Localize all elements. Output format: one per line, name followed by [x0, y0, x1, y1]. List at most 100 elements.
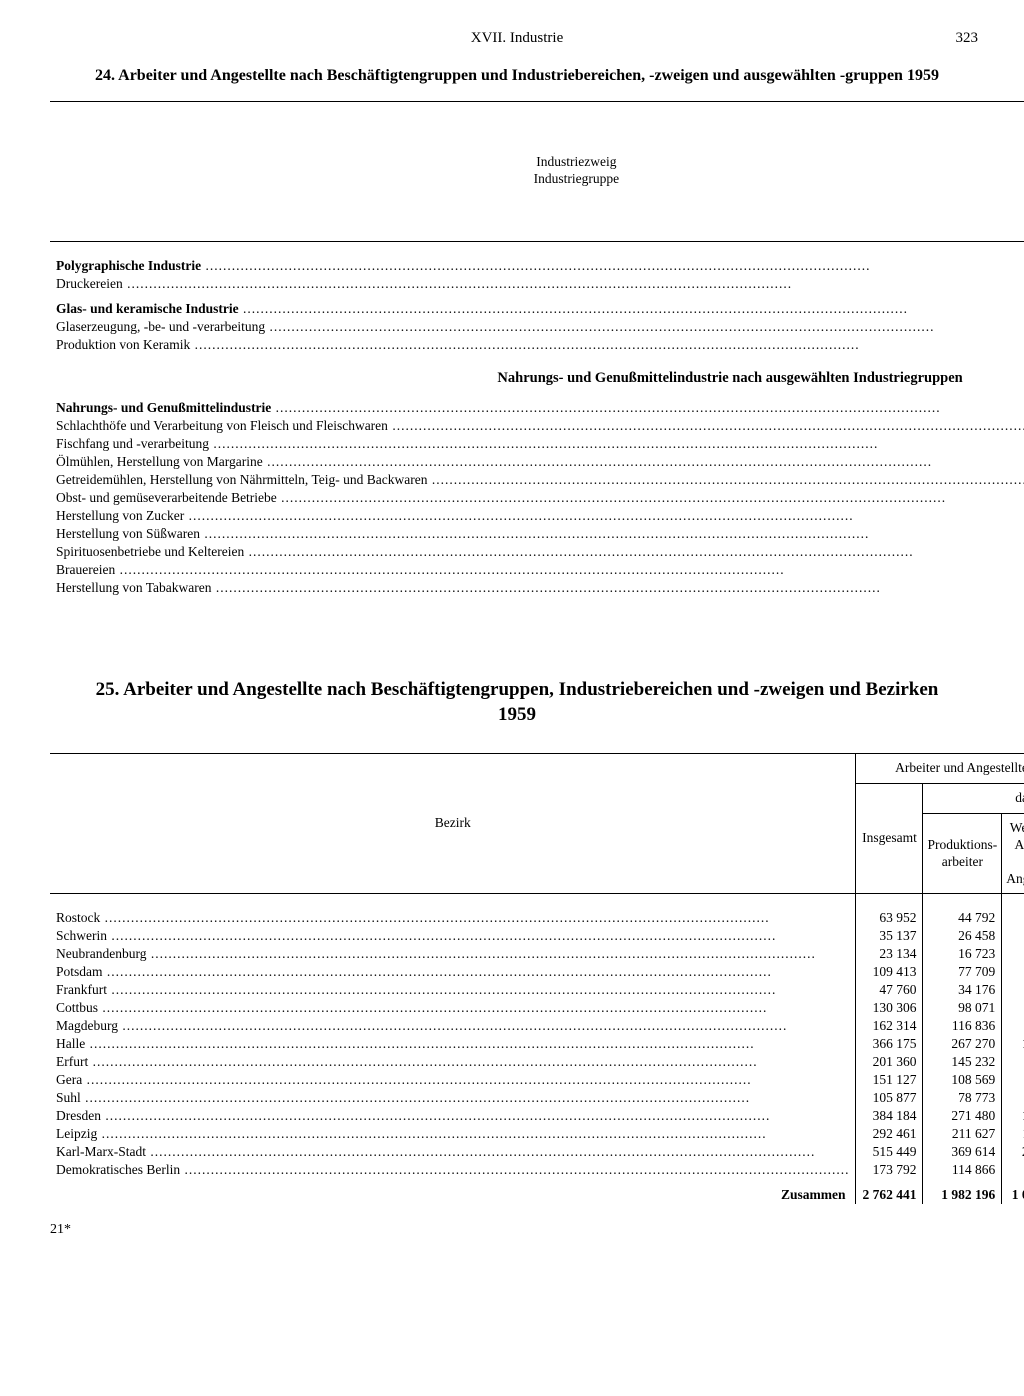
table-row: Potsdam109 41377 70939 0278136 428 — [50, 963, 1024, 981]
table-row: Druckereien36 48528 47015 2082522 429 — [50, 275, 1024, 293]
row-label: Herstellung von Zucker — [50, 507, 1024, 525]
row-label: Dresden — [50, 1107, 856, 1125]
row-label: Druckereien — [50, 275, 1024, 293]
row-value: 23 134 — [856, 945, 923, 963]
table-row: Herstellung von Zucker16 74612 6165 716—… — [50, 507, 1024, 525]
col-weibl: Weibliche Arbeiter und Angestellte — [1002, 813, 1024, 894]
table-24: Industriezweig Industriegruppe Arbeiter … — [50, 101, 1024, 597]
row-label: Frankfurt — [50, 981, 856, 999]
row-value: 108 569 — [923, 1071, 1002, 1089]
table-row: Spirituosenbetriebe und Keltereien8 3665… — [50, 543, 1024, 561]
row-label: Karl-Marx-Stadt — [50, 1143, 856, 1161]
table-row: Schlachthöfe und Verarbeitung von Fleisc… — [50, 417, 1024, 435]
row-label: Potsdam — [50, 963, 856, 981]
row-label: Magdeburg — [50, 1017, 856, 1035]
row-value: 67 418 — [1002, 1161, 1024, 1179]
row-value: 116 836 — [923, 1017, 1002, 1035]
table-row: Cottbus130 30698 07145 8333547 927 — [50, 999, 1024, 1017]
row-value: 114 866 — [923, 1161, 1002, 1179]
row-label: Herstellung von Süßwaren — [50, 525, 1024, 543]
row-value: 109 630 — [1002, 1035, 1024, 1053]
row-value: 26 458 — [923, 927, 1002, 945]
row-label: Leipzig — [50, 1125, 856, 1143]
col-stub: Bezirk — [50, 754, 856, 894]
sum-label: Zusammen — [50, 1179, 856, 1204]
col-insgesamt: Insgesamt — [856, 784, 923, 894]
row-value: 50 069 — [1002, 1017, 1024, 1035]
row-label: Getreidemühlen, Herstellung von Nährmitt… — [50, 471, 1024, 489]
table-25-body: Rostock63 95244 79216 525894 477Schwerin… — [50, 894, 1024, 1205]
row-value: 12 269 — [1002, 927, 1024, 945]
table-25-sum-row: Zusammen2 762 4411 982 1961 080 04981 82… — [50, 1179, 1024, 1204]
row-value: 45 833 — [1002, 999, 1024, 1017]
table-row: Brauereien27 21420 6358 675—684 — [50, 561, 1024, 579]
row-value: 16 525 — [1002, 909, 1024, 927]
sum-value: 1 982 196 — [923, 1179, 1002, 1204]
table-row: Ölmühlen, Herstellung von Margarine4 502… — [50, 453, 1024, 471]
row-label: Glaserzeugung, -be- und -verarbeitung — [50, 318, 1024, 336]
row-label: Spirituosenbetriebe und Keltereien — [50, 543, 1024, 561]
row-value: 109 413 — [856, 963, 923, 981]
row-value: 44 792 — [923, 909, 1002, 927]
row-value: 78 773 — [923, 1089, 1002, 1107]
row-label: Erfurt — [50, 1053, 856, 1071]
stub-l2: Industriegruppe — [534, 171, 619, 186]
row-value: 151 127 — [856, 1071, 923, 1089]
row-value: 47 760 — [856, 981, 923, 999]
row-value: 173 792 — [856, 1161, 923, 1179]
col-prod: Produktions- arbeiter — [923, 813, 1002, 894]
row-value: 211 627 — [923, 1125, 1002, 1143]
row-label: Neubrandenburg — [50, 945, 856, 963]
col-darunter: darunter — [923, 784, 1024, 814]
table-row: Schwerin35 13726 45812 269792 046 — [50, 927, 1024, 945]
table-row: Glaserzeugung, -be- und -verarbeitung34 … — [50, 318, 1024, 336]
table-24-body: Polygraphische Industrie39 18930 34016 6… — [50, 241, 1024, 597]
table-row: Obst- und gemüseverarbeitende Betriebe13… — [50, 489, 1024, 507]
row-label: Produktion von Keramik — [50, 336, 1024, 354]
table-row: Polygraphische Industrie39 18930 34016 6… — [50, 257, 1024, 275]
row-label: Cottbus — [50, 999, 856, 1017]
row-value: 250 767 — [1002, 1143, 1024, 1161]
table-row: Frankfurt47 76034 17615 4774223 104 — [50, 981, 1024, 999]
row-value: 201 360 — [856, 1053, 923, 1071]
stub-l1: Industriezweig — [536, 154, 616, 169]
row-value: 112 045 — [1002, 1125, 1024, 1143]
table-row: Herstellung von Tabakwaren21 16217 88017… — [50, 579, 1024, 597]
table-row: Erfurt201 360145 23283 5129 52910 944 — [50, 1053, 1024, 1071]
row-value: 292 461 — [856, 1125, 923, 1143]
table-24-head: Industriezweig Industriegruppe Arbeiter … — [50, 101, 1024, 241]
sum-value: 1 080 049 — [1002, 1179, 1024, 1204]
table-row: Demokratisches Berlin173 792114 86667 41… — [50, 1161, 1024, 1179]
col-stub: Industriezweig Industriegruppe — [50, 101, 1024, 241]
table-row: Getreidemühlen, Herstellung von Nährmitt… — [50, 471, 1024, 489]
page-number: 323 — [956, 30, 979, 47]
table-row: Dresden384 184271 480166 82415 61917 584 — [50, 1107, 1024, 1125]
sum-value: 2 762 441 — [856, 1179, 923, 1204]
row-label: Obst- und gemüseverarbeitende Betriebe — [50, 489, 1024, 507]
row-value: 15 477 — [1002, 981, 1024, 999]
row-value: 145 232 — [923, 1053, 1002, 1071]
row-value: 162 314 — [856, 1017, 923, 1035]
row-value: 34 176 — [923, 981, 1002, 999]
row-value: 16 723 — [923, 945, 1002, 963]
table-row: Herstellung von Süßwaren14 73211 91510 2… — [50, 525, 1024, 543]
table-row: Glas- und keramische Industrie66 57451 4… — [50, 300, 1024, 318]
table-row: Gera151 127108 56965 3813 5377 907 — [50, 1071, 1024, 1089]
row-value: 77 709 — [923, 963, 1002, 981]
row-value: 63 952 — [856, 909, 923, 927]
row-value: 267 270 — [923, 1035, 1002, 1053]
row-value: 83 512 — [1002, 1053, 1024, 1071]
row-value: 271 480 — [923, 1107, 1002, 1125]
table-row: Karl-Marx-Stadt515 449369 614250 76736 8… — [50, 1143, 1024, 1161]
row-label: Rostock — [50, 909, 856, 927]
row-value: 6 289 — [1002, 945, 1024, 963]
table-row: Nahrungs- und Genußmittelindustrie207 26… — [50, 399, 1024, 417]
row-value: 98 071 — [923, 999, 1002, 1017]
row-value: 515 449 — [856, 1143, 923, 1161]
table-row: Fischfang und -verarbeitung12 1859 8045 … — [50, 435, 1024, 453]
table-row: Magdeburg162 314116 83650 0691 0029 065 — [50, 1017, 1024, 1035]
table-24-subhead: Nahrungs- und Genußmittelindustrie nach … — [50, 354, 1024, 399]
row-value: 130 306 — [856, 999, 923, 1017]
row-label: Gera — [50, 1071, 856, 1089]
row-label: Glas- und keramische Industrie — [50, 300, 1024, 318]
